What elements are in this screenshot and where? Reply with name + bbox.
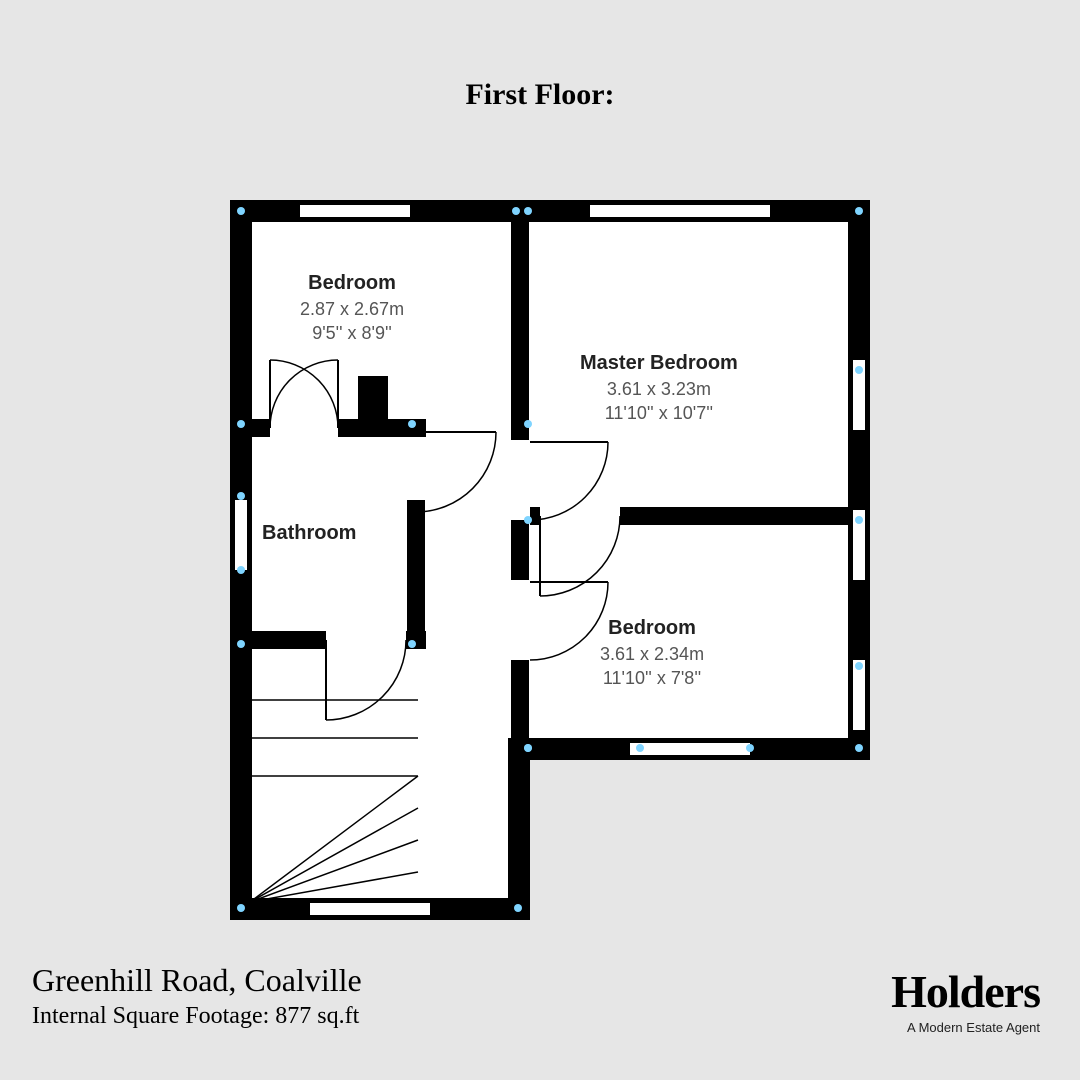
property-info: Greenhill Road, Coalville Internal Squar… <box>32 962 362 1030</box>
page-title: First Floor: <box>0 78 1080 112</box>
address: Greenhill Road, Coalville <box>32 962 362 999</box>
room-label-bed2: Bedroom2.87 x 2.67m9'5'' x 8'9'' <box>300 270 404 346</box>
brand-tagline: A Modern Estate Agent <box>891 1020 1040 1035</box>
room-label-master: Master Bedroom3.61 x 3.23m11'10'' x 10'7… <box>580 350 738 426</box>
agency-logo: Holders A Modern Estate Agent <box>891 965 1040 1035</box>
floor-plan: Bedroom2.87 x 2.67m9'5'' x 8'9'' Master B… <box>230 200 870 920</box>
square-footage: Internal Square Footage: 877 sq.ft <box>32 1003 362 1030</box>
brand-name: Holders <box>891 965 1040 1018</box>
room-label-bed3: Bedroom3.61 x 2.34m11'10'' x 7'8'' <box>600 615 704 691</box>
room-label-bath: Bathroom <box>262 520 356 547</box>
